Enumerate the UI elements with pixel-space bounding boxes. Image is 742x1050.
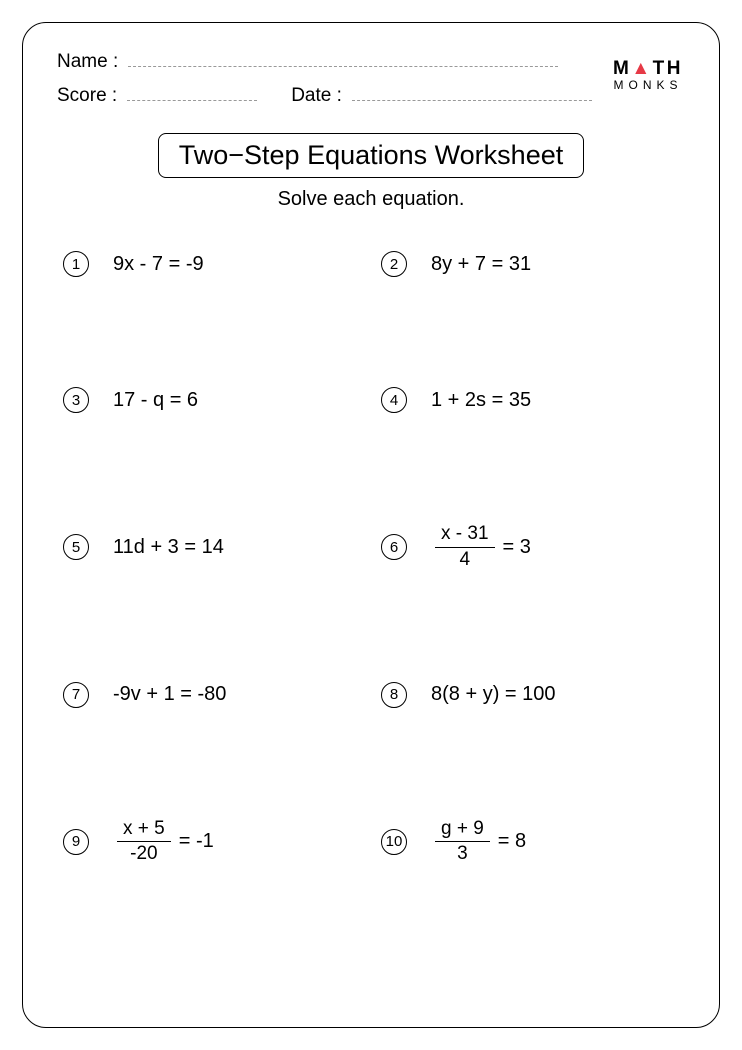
fraction-denominator: 3 <box>451 842 474 866</box>
problem-item: 5 11d + 3 = 14 <box>63 523 361 572</box>
problem-item: 3 17 - q = 6 <box>63 387 361 413</box>
logo-line1: M▲TH <box>613 59 683 78</box>
equation-text: 17 - q = 6 <box>113 389 198 412</box>
problem-item: 8 8(8 + y) = 100 <box>381 682 679 708</box>
equation-text: x + 5-20 = -1 <box>113 818 214 867</box>
problem-number-circle: 2 <box>381 251 407 277</box>
problem-number-circle: 6 <box>381 534 407 560</box>
problem-number-circle: 3 <box>63 387 89 413</box>
fraction: g + 93 <box>435 818 490 867</box>
problem-number-circle: 1 <box>63 251 89 277</box>
fraction-numerator: g + 9 <box>435 818 490 843</box>
logo-line2: MONKS <box>613 78 683 92</box>
equation-rhs: = 3 <box>503 536 531 559</box>
equation-rhs: = -1 <box>179 830 214 853</box>
equation-text: 8(8 + y) = 100 <box>431 683 556 706</box>
problem-item: 2 8y + 7 = 31 <box>381 251 679 277</box>
fraction-numerator: x + 5 <box>117 818 171 843</box>
problem-number-circle: 4 <box>381 387 407 413</box>
problem-number-circle: 5 <box>63 534 89 560</box>
title-box: Two−Step Equations Worksheet <box>158 133 584 178</box>
date-label: Date : <box>291 85 342 107</box>
equation-text: 8y + 7 = 31 <box>431 253 531 276</box>
header-row-score-date: Score : Date : <box>57 85 685 107</box>
equation-rhs: = 8 <box>498 830 526 853</box>
worksheet-title: Two−Step Equations Worksheet <box>179 140 563 171</box>
worksheet-subtitle: Solve each equation. <box>57 188 685 211</box>
name-label: Name : <box>57 51 118 73</box>
equation-text: -9v + 1 = -80 <box>113 683 226 706</box>
equation-text: 9x - 7 = -9 <box>113 253 204 276</box>
score-input-line[interactable] <box>127 85 257 101</box>
fraction: x - 314 <box>435 523 495 572</box>
problem-number-circle: 9 <box>63 829 89 855</box>
problem-item: 7 -9v + 1 = -80 <box>63 682 361 708</box>
name-input-line[interactable] <box>128 51 558 67</box>
problem-item: 6 x - 314 = 3 <box>381 523 679 572</box>
problems-grid: 1 9x - 7 = -9 2 8y + 7 = 31 3 17 - q = 6 4 1 + … <box>57 251 685 866</box>
fraction-denominator: -20 <box>124 842 163 866</box>
fraction: x + 5-20 <box>117 818 171 867</box>
brand-logo: M▲TH MONKS <box>613 59 683 92</box>
fraction-denominator: 4 <box>453 548 476 572</box>
problem-item: 10 g + 93 = 8 <box>381 818 679 867</box>
score-label: Score : <box>57 85 117 107</box>
problem-number-circle: 7 <box>63 682 89 708</box>
equation-text: 11d + 3 = 14 <box>113 536 224 559</box>
triangle-icon: ▲ <box>631 59 652 78</box>
problem-number-circle: 10 <box>381 829 407 855</box>
problem-item: 9 x + 5-20 = -1 <box>63 818 361 867</box>
logo-suffix: TH <box>653 58 683 79</box>
problem-item: 1 9x - 7 = -9 <box>63 251 361 277</box>
equation-text: g + 93 = 8 <box>431 818 526 867</box>
header-row-name: Name : <box>57 51 685 73</box>
logo-prefix: M <box>613 58 631 79</box>
problem-number-circle: 8 <box>381 682 407 708</box>
equation-text: x - 314 = 3 <box>431 523 531 572</box>
date-input-line[interactable] <box>352 85 592 101</box>
fraction-numerator: x - 31 <box>435 523 495 548</box>
equation-text: 1 + 2s = 35 <box>431 389 531 412</box>
problem-item: 4 1 + 2s = 35 <box>381 387 679 413</box>
worksheet-sheet: M▲TH MONKS Name : Score : Date : Two−Ste… <box>22 22 720 1028</box>
